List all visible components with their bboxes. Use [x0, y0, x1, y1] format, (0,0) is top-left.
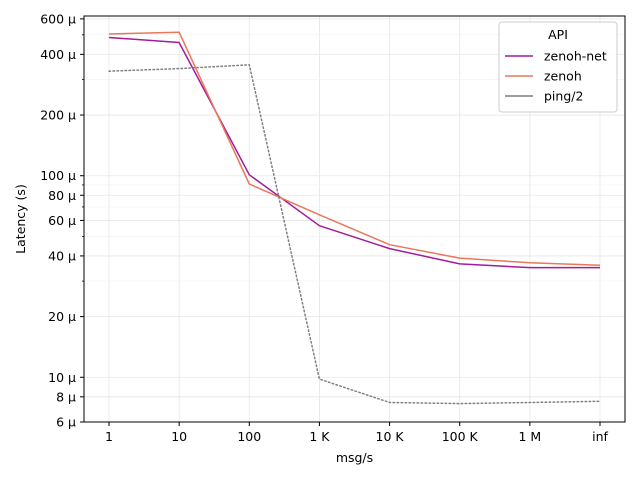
y-tick-label: 8 µ	[56, 389, 76, 404]
legend-label: ping/2	[544, 89, 583, 104]
x-tick-label: 1	[105, 429, 113, 444]
legend: API zenoh-net zenoh ping/2	[498, 21, 618, 113]
x-tick-label: 10	[171, 429, 187, 444]
y-tick-label: 400 µ	[40, 47, 76, 62]
y-tick-label: 6 µ	[56, 415, 76, 430]
y-tick-label: 60 µ	[48, 213, 76, 228]
x-tick-label: 1 K	[309, 429, 330, 444]
series-line-zenoh-net	[108, 36, 600, 269]
y-tick-label: 20 µ	[48, 309, 76, 324]
axis-ticks: 1 10 100 1 K 10 K 100 K 1 M inf 6 µ 8 µ 10 µ 20 µ 40…	[40, 11, 608, 444]
y-tick-label: 200 µ	[40, 108, 76, 123]
legend-label: zenoh-net	[544, 49, 607, 64]
legend-title: API	[548, 27, 568, 42]
plot-frame	[83, 15, 626, 423]
series-line-ping-2	[108, 64, 601, 405]
y-tick-label: 10 µ	[48, 370, 76, 385]
y-tick-label: 600 µ	[40, 11, 76, 26]
series-line-zenoh	[108, 31, 601, 266]
x-tick-label: 1 M	[518, 429, 541, 444]
x-tick-label: 100 K	[442, 429, 479, 444]
x-axis-label: msg/s	[336, 450, 373, 465]
series-layer	[108, 31, 601, 405]
legend-label: zenoh	[544, 69, 582, 84]
x-tick-label: 100	[237, 429, 261, 444]
legend-frame	[498, 21, 618, 113]
y-tick-label: 100 µ	[40, 168, 76, 183]
y-tick-label: 80 µ	[48, 188, 76, 203]
y-tick-label: 40 µ	[48, 248, 76, 263]
x-tick-label: 10 K	[376, 429, 405, 444]
y-axis-label: Latency (s)	[13, 184, 28, 254]
x-tick-label: inf	[592, 429, 608, 444]
